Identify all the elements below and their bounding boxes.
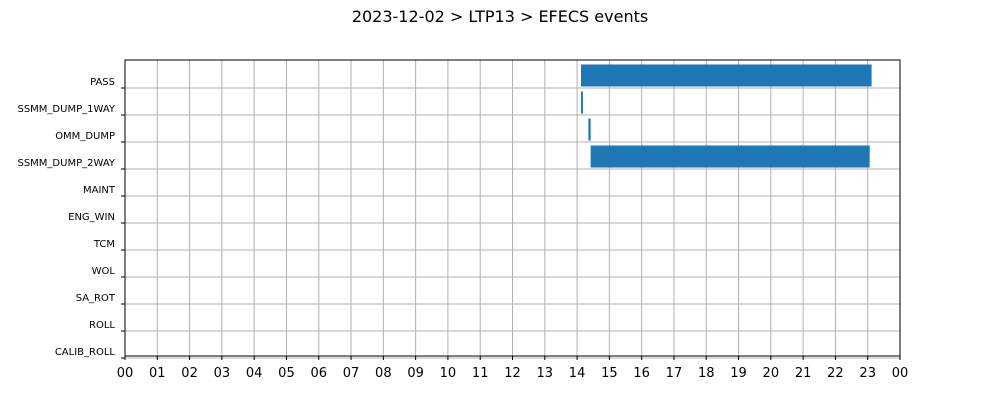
x-tick-label: 07: [343, 366, 360, 381]
x-tick-label: 15: [601, 366, 618, 381]
x-tick-label: 12: [504, 366, 521, 381]
event-bar: [588, 118, 591, 141]
x-tick-label: 21: [795, 366, 812, 381]
x-tick-label: 02: [181, 366, 198, 381]
y-tick-label: WOL: [92, 266, 116, 277]
chart-title: 2023-12-02 > LTP13 > EFECS events: [352, 7, 648, 26]
x-tick-label: 17: [666, 366, 683, 381]
y-tick-label: ENG_WIN: [68, 212, 115, 223]
x-tick-label: 11: [472, 366, 489, 381]
x-tick-label: 05: [278, 366, 295, 381]
y-tick-label: MAINT: [83, 185, 116, 196]
event-bar: [580, 91, 583, 114]
y-tick-label: OMM_DUMP: [55, 131, 115, 142]
x-tick-label: 03: [214, 366, 231, 381]
x-tick-label: 08: [375, 366, 392, 381]
x-tick-label: 16: [633, 366, 650, 381]
x-tick-label: 10: [440, 366, 457, 381]
ticks-layer: 00 01 02 03 04 05 06 07 08 09 10 11 12 13 14 15 16 17 18 19…: [17, 77, 908, 381]
y-tick-label: SA_ROT: [76, 293, 116, 304]
x-tick-label: 06: [310, 366, 327, 381]
x-tick-label: 13: [537, 366, 554, 381]
y-tick-label: TCM: [93, 239, 115, 250]
x-tick-label: 01: [149, 366, 166, 381]
y-tick-label: SSMM_DUMP_1WAY: [17, 104, 115, 115]
x-tick-label: 09: [407, 366, 424, 381]
y-tick-label: SSMM_DUMP_2WAY: [17, 158, 115, 169]
event-bar: [580, 64, 872, 87]
x-tick-label: 00: [117, 366, 134, 381]
x-tick-label: 18: [698, 366, 715, 381]
x-tick-label: 23: [859, 366, 876, 381]
x-tick-label: 04: [246, 366, 263, 381]
grid-layer: [125, 60, 900, 359]
bars-layer: [580, 64, 872, 168]
x-tick-label: 20: [763, 366, 780, 381]
y-tick-label: PASS: [90, 77, 115, 88]
x-tick-label: 22: [827, 366, 844, 381]
x-tick-label: 19: [730, 366, 747, 381]
y-tick-label: ROLL: [89, 320, 115, 331]
x-tick-label: 14: [569, 366, 586, 381]
y-tick-label: CALIB_ROLL: [55, 347, 116, 358]
event-bar: [590, 145, 870, 168]
x-tick-label: 00: [892, 366, 909, 381]
